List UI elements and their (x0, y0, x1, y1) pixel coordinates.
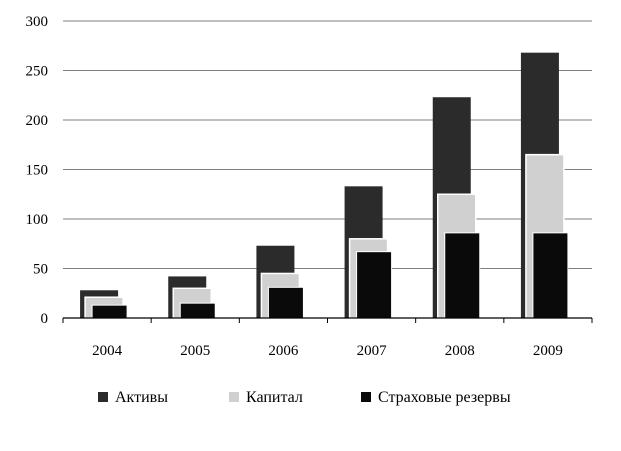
legend-swatch (229, 392, 239, 402)
y-tick-label: 300 (26, 14, 49, 30)
y-tick-label: 100 (26, 212, 49, 228)
x-tick-label: 2007 (357, 343, 388, 359)
legend: Активы Капитал Страховые резервы (98, 389, 511, 406)
x-tick-label: 2005 (180, 343, 210, 359)
legend-label: Активы (115, 389, 168, 406)
bar-rezervy-2004 (91, 304, 128, 319)
x-tick-label: 2006 (268, 343, 299, 359)
legend-label: Страховые резервы (378, 389, 511, 406)
bar-rezervy-2009 (532, 232, 569, 319)
bars (80, 52, 569, 319)
x-tick-label: 2009 (533, 343, 563, 359)
bar-rezervy-2006 (267, 286, 304, 319)
bar-rezervy-2005 (179, 302, 216, 319)
y-tick-label: 150 (26, 163, 49, 179)
legend-swatch (361, 392, 371, 402)
bar-rezervy-2008 (444, 232, 481, 319)
y-tick-label: 50 (33, 262, 48, 278)
x-axis: 2004 2005 2006 2007 2008 2009 (62, 317, 593, 359)
bar-rezervy-2007 (356, 251, 393, 319)
legend-label: Капитал (246, 389, 303, 406)
y-axis-ticks: 0 50 100 150 200 250 300 (26, 14, 49, 327)
x-tick-label: 2008 (445, 343, 475, 359)
legend-swatch (98, 392, 108, 402)
x-tick-label: 2004 (92, 343, 123, 359)
y-tick-label: 200 (26, 113, 49, 129)
y-tick-label: 250 (26, 64, 49, 80)
gridlines (63, 20, 592, 269)
y-tick-label: 0 (41, 311, 49, 327)
